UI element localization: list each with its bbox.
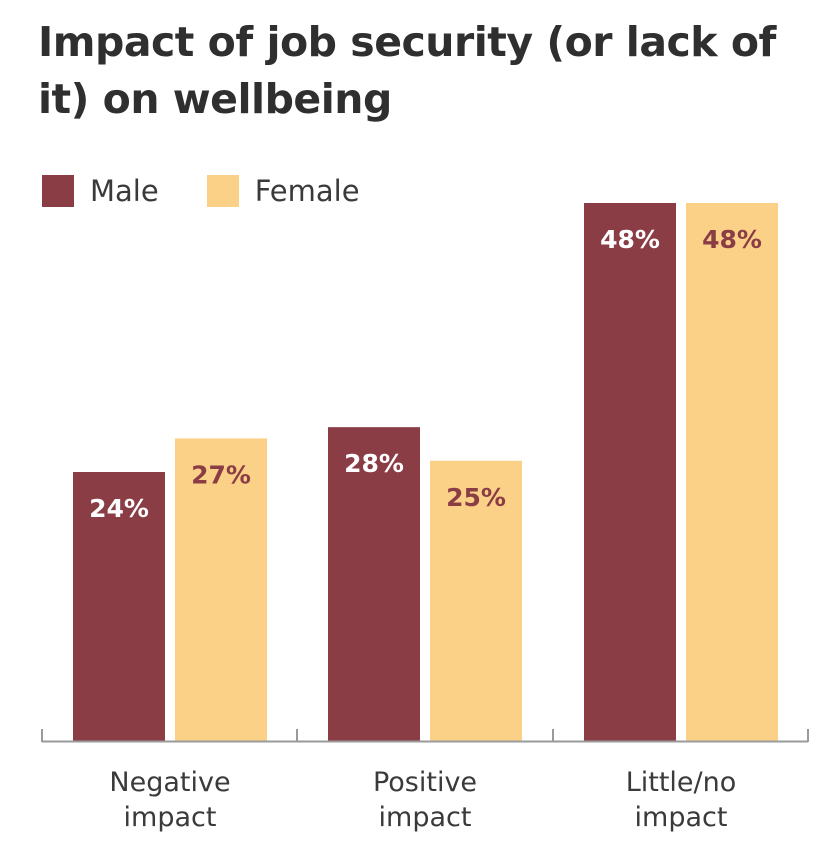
bar-female-0	[175, 438, 267, 741]
bar-value-label: 48%	[702, 225, 762, 254]
bar-male-2	[584, 203, 676, 741]
bar-value-label: 27%	[191, 460, 251, 489]
bar-value-label: 28%	[344, 449, 404, 478]
category-label: Little/no impact	[626, 767, 737, 833]
chart-title: Impact of job security (or lack of it) o…	[38, 18, 776, 123]
legend-swatch-male	[42, 175, 74, 207]
bar-male-1	[328, 427, 420, 741]
bar-female-2	[686, 203, 778, 741]
bar-male-0	[73, 472, 165, 741]
legend: Male Female	[42, 174, 408, 208]
legend-swatch-female	[206, 175, 239, 207]
category-label: Negative impact	[109, 767, 230, 833]
bar-value-label: 25%	[446, 483, 506, 512]
legend-item-male: Male	[42, 174, 159, 208]
legend-label-female: Female	[254, 174, 360, 208]
legend-item-female: Female	[206, 174, 360, 208]
bar-value-label: 24%	[89, 494, 149, 523]
legend-label-male: Male	[90, 174, 159, 208]
category-label: Positive impact	[373, 767, 477, 833]
bar-value-label: 48%	[600, 225, 660, 254]
bar-female-1	[430, 460, 522, 741]
